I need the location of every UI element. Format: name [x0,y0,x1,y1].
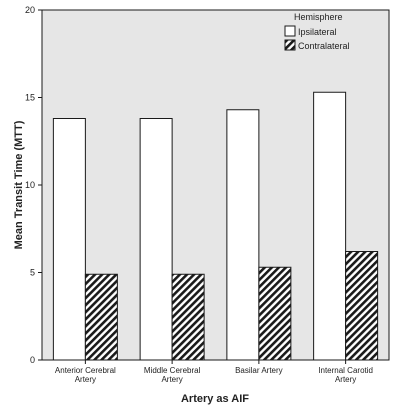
bar-ipsilateral [313,91,347,361]
bar-ipsilateral [52,118,86,361]
y-axis-title: Mean Transit Time (MTT) [13,120,25,249]
x-category-label: Artery [335,375,356,384]
legend-label-ipsilateral: Ipsilateral [298,27,337,37]
y-tick-label: 15 [25,93,35,103]
legend-swatch-contralateral [284,39,296,51]
legend-label-contralateral: Contralateral [298,41,350,51]
bar-contralateral [84,273,118,361]
legend-title: Hemisphere [294,12,343,22]
bar-contralateral [171,273,205,361]
x-category-label: Internal Carotid [318,366,373,375]
bar-contralateral [258,266,292,361]
y-tick-label: 20 [25,5,35,15]
legend: Hemisphere Ipsilateral Contralateral [284,12,350,51]
x-category-label: Artery [161,375,182,384]
x-category-label: Artery [75,375,96,384]
x-axis-title: Artery as AIF [181,393,249,405]
legend-swatch-ipsilateral [284,25,296,37]
y-tick-label: 10 [25,180,35,190]
bar-contralateral [345,251,379,361]
bar-ipsilateral [139,118,173,361]
bars [52,91,379,361]
bar-ipsilateral [226,109,260,361]
x-category-label: Basilar Artery [235,366,283,375]
y-tick-label: 0 [30,355,35,365]
x-category-label: Anterior Cerebral [55,366,116,375]
x-category-label: Middle Cerebral [144,366,201,375]
y-axis: 0 5 10 15 20 [25,5,42,365]
y-tick-label: 5 [30,268,35,278]
